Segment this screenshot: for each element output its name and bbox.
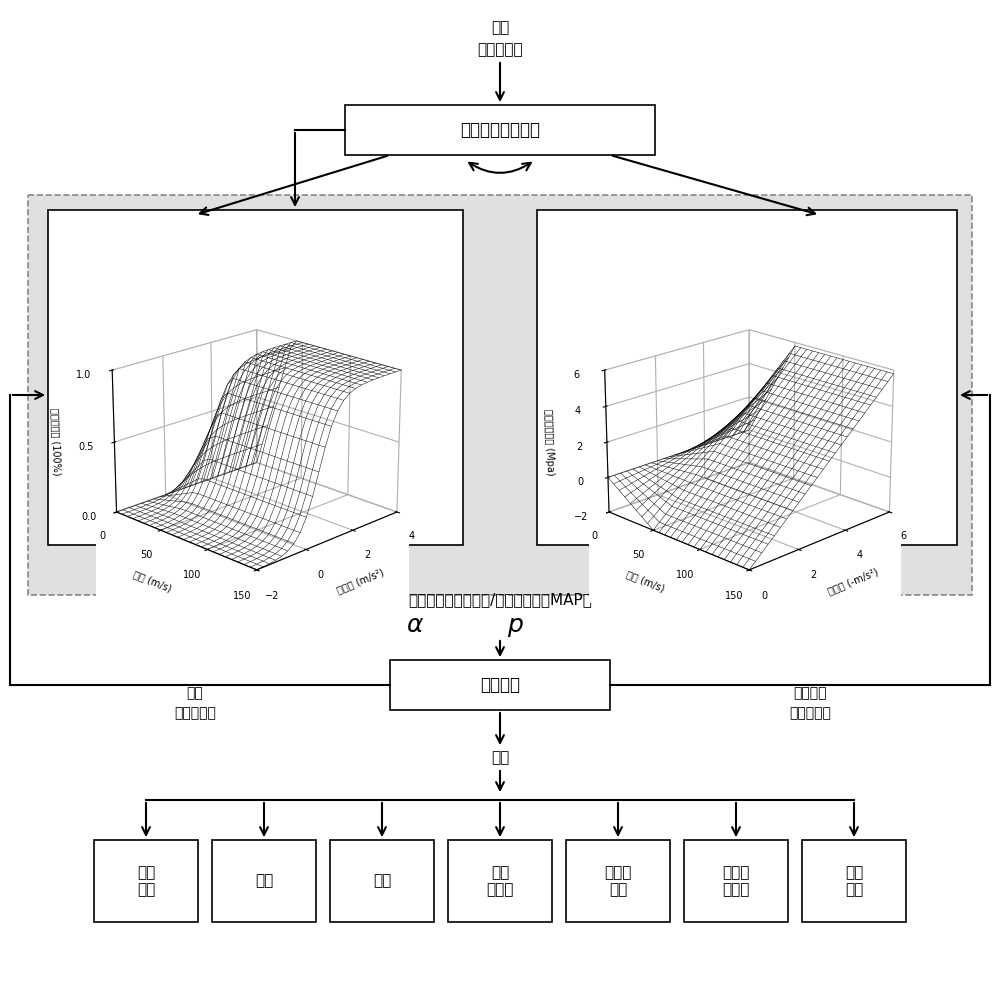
Text: 各档位下节气门开度/制动主缸压力MAP图: 各档位下节气门开度/制动主缸压力MAP图 bbox=[408, 593, 592, 608]
X-axis label: 减速度 (-m/s²): 减速度 (-m/s²) bbox=[826, 566, 880, 596]
Text: α: α bbox=[407, 613, 423, 637]
Text: 变速器档位: 变速器档位 bbox=[789, 706, 831, 720]
Text: 储存: 储存 bbox=[491, 751, 509, 766]
Bar bbox=[684, 840, 788, 922]
Text: 纵向加速度控制器: 纵向加速度控制器 bbox=[460, 121, 540, 139]
Bar bbox=[390, 660, 610, 710]
Y-axis label: 车速 (m/s): 车速 (m/s) bbox=[132, 569, 173, 594]
Text: 被控车辆: 被控车辆 bbox=[480, 676, 520, 694]
Text: 制动主
缸压力: 制动主 缸压力 bbox=[722, 865, 750, 898]
Text: 节气门
开度: 节气门 开度 bbox=[604, 865, 632, 898]
Bar bbox=[802, 840, 906, 922]
Text: 期望: 期望 bbox=[491, 21, 509, 36]
Bar bbox=[330, 840, 434, 922]
Text: 档位: 档位 bbox=[373, 874, 391, 889]
Text: 车速: 车速 bbox=[255, 874, 273, 889]
Text: 实时: 实时 bbox=[187, 686, 203, 700]
Bar bbox=[537, 210, 957, 545]
Bar bbox=[48, 210, 463, 545]
Text: 纵向加速度: 纵向加速度 bbox=[174, 706, 216, 720]
Bar bbox=[212, 840, 316, 922]
Bar bbox=[345, 105, 655, 155]
Bar bbox=[94, 840, 198, 922]
Text: 轮胎
压力: 轮胎 压力 bbox=[845, 865, 863, 898]
Bar bbox=[28, 195, 972, 595]
Bar bbox=[566, 840, 670, 922]
Text: 纵向加速度: 纵向加速度 bbox=[477, 43, 523, 58]
Text: 实时车速: 实时车速 bbox=[793, 686, 827, 700]
Bar bbox=[448, 840, 552, 922]
Text: 纵向
加速度: 纵向 加速度 bbox=[486, 865, 514, 898]
Text: 行驶
路径: 行驶 路径 bbox=[137, 865, 155, 898]
Text: p: p bbox=[507, 613, 523, 637]
X-axis label: 加速度 (m/s²): 加速度 (m/s²) bbox=[335, 567, 386, 596]
Y-axis label: 车速 (m/s): 车速 (m/s) bbox=[625, 569, 666, 594]
